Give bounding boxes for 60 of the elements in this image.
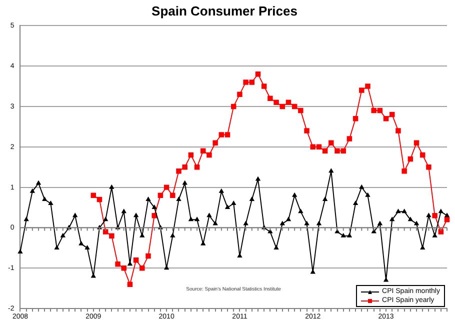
point [286,100,292,106]
point [133,257,139,263]
point [127,282,133,287]
point [102,229,108,234]
point [444,217,450,222]
point [304,128,310,134]
point [334,148,340,154]
point [408,156,414,162]
point [188,152,194,158]
point [255,71,261,77]
point [146,253,151,259]
point [426,164,432,170]
point [109,233,114,238]
point [140,266,145,271]
point [121,266,126,271]
point [359,88,364,93]
point [352,116,358,122]
point [292,104,298,110]
point [268,96,273,101]
point [340,148,346,154]
point [432,212,438,218]
point [200,148,206,154]
point [212,140,218,146]
point [230,104,236,110]
point [237,92,242,97]
point [280,104,286,110]
point [224,132,230,138]
point [274,100,279,106]
point [152,212,157,218]
point [243,80,248,85]
point [365,84,370,89]
point [158,192,164,198]
point [420,152,426,158]
point [206,152,212,158]
chart-title: Spain Consumer Prices [152,3,298,18]
point [194,164,200,170]
point [96,196,102,202]
point [170,192,176,198]
point [377,108,383,114]
point [396,128,401,134]
point [115,262,120,267]
point [346,136,352,142]
point [261,84,267,89]
point [322,148,328,154]
point [90,192,96,198]
point [383,116,389,122]
point [438,229,444,234]
point [316,144,322,150]
point [310,144,316,150]
point [164,184,170,190]
point [414,140,420,146]
point [249,80,255,85]
point [402,168,407,174]
point [176,168,182,174]
point [218,132,224,138]
point [371,108,376,114]
point [298,108,304,114]
point [390,112,395,118]
point [182,164,188,170]
point [328,140,334,146]
